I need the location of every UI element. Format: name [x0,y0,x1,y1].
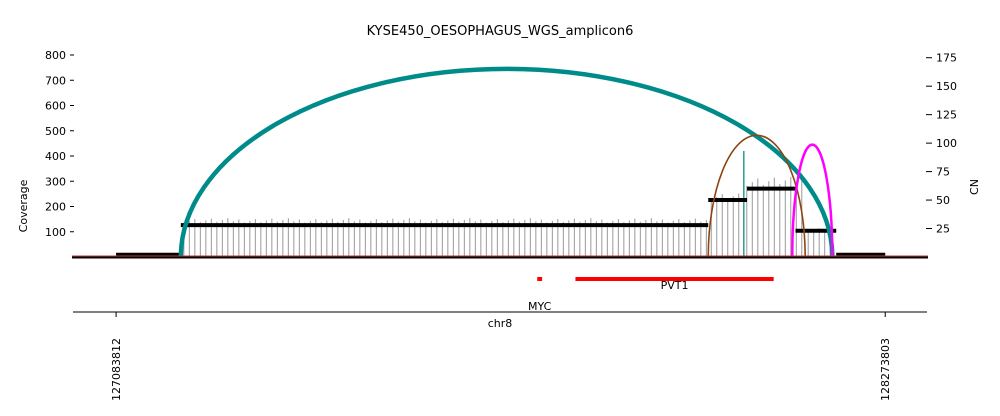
y-tick-label-left: 200 [45,201,66,214]
chart-title: KYSE450_OESOPHAGUS_WGS_amplicon6 [367,24,634,39]
breakpoint-arc [178,66,835,258]
gene-track: MYC PVT1 [528,277,774,313]
breakpoint-arc [791,143,834,258]
y-tick-label-right: 125 [936,109,957,122]
y-tick-label-left: 300 [45,175,66,188]
y-axis-label-right: CN [968,179,981,195]
y-axis-left: 100 200 300 400 500 600 700 800 [45,49,74,239]
x-tick-label: 127083812 [110,338,123,401]
y-tick-label-right: 50 [936,194,950,207]
y-tick-label-left: 100 [45,226,66,239]
gene-bar-myc [537,277,543,281]
y-axis-right: 25 50 75 100 125 150 175 [926,52,957,236]
x-tick-label: 128273803 [879,338,892,401]
y-tick-label-left: 600 [45,100,66,113]
y-tick-label-right: 150 [936,80,957,93]
copy-number-series [116,186,886,257]
y-tick-label-left: 400 [45,150,66,163]
x-axis-label: chr8 [488,317,513,330]
y-tick-label-right: 75 [936,166,950,179]
gene-label-myc: MYC [528,300,552,313]
x-axis: 127083812 128273803 [110,312,892,401]
y-tick-label-right: 175 [936,52,957,65]
y-tick-label-left: 700 [45,74,66,87]
gene-label-pvt1: PVT1 [661,279,689,292]
y-tick-label-left: 800 [45,49,66,62]
gene-bar-pvt1 [575,277,774,281]
y-tick-label-right: 25 [936,223,950,236]
coverage-series [183,150,831,257]
y-tick-label-right: 100 [936,137,957,150]
breakpoint-arcs [178,66,835,258]
y-tick-label-left: 500 [45,125,66,138]
y-axis-label-left: Coverage [17,179,30,232]
breakpoint-arc [707,134,806,258]
